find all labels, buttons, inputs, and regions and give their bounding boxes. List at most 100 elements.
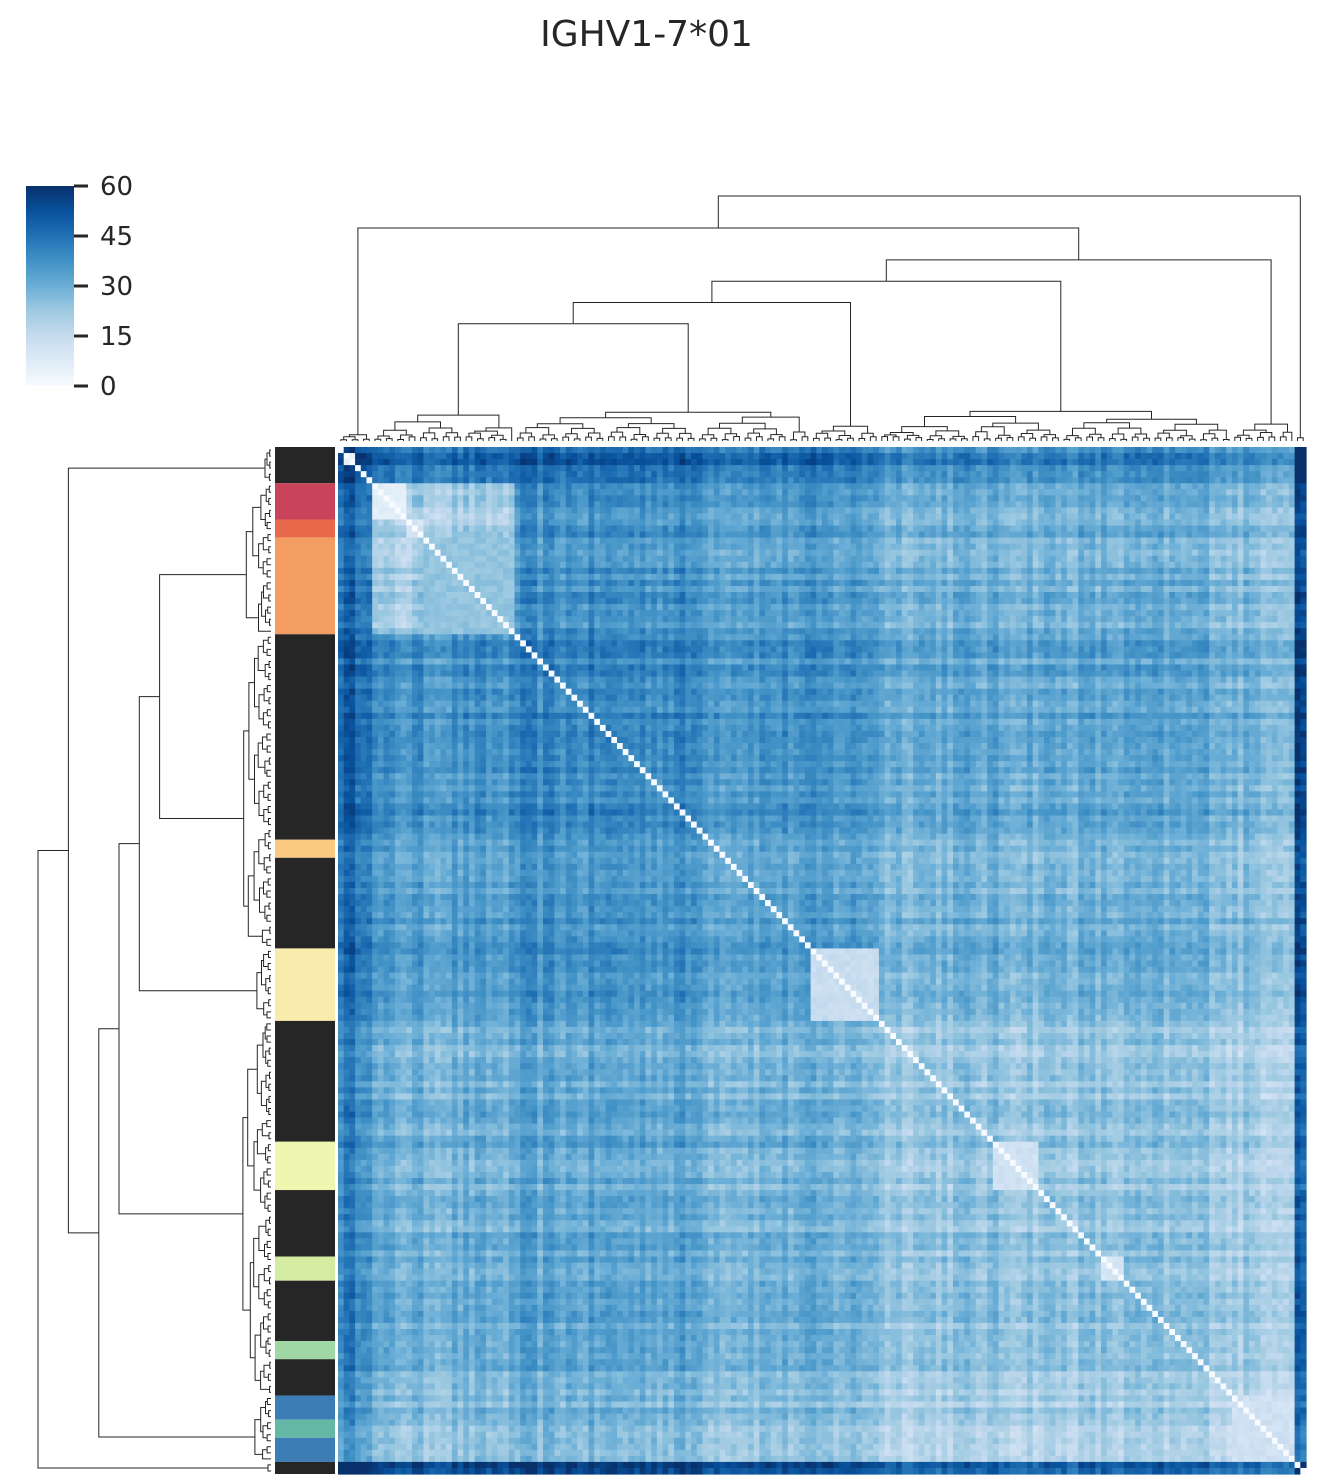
heatmap-cell [697, 586, 703, 593]
heatmap-cell [452, 501, 458, 508]
heatmap-cell [355, 519, 361, 526]
heatmap-cell [497, 538, 503, 545]
heatmap-cell [401, 495, 407, 502]
heatmap-cell [475, 562, 481, 569]
heatmap-cell [1255, 513, 1261, 520]
heatmap-cell [429, 459, 435, 466]
heatmap-cell [560, 586, 566, 593]
heatmap-cell [395, 501, 401, 508]
heatmap-cell [691, 489, 697, 496]
heatmap-cell [788, 604, 794, 611]
heatmap-cell [1266, 586, 1272, 593]
heatmap-cell [1215, 544, 1221, 551]
heatmap-cell [1158, 447, 1164, 454]
heatmap-cell [776, 550, 782, 557]
dendrogram-link [253, 507, 261, 555]
heatmap-cell [492, 519, 498, 526]
row-color-bar [275, 447, 335, 1474]
heatmap-cell [782, 519, 788, 526]
heatmap-cell [1278, 477, 1284, 484]
heatmap-cell [1141, 483, 1147, 490]
dendrogram-link [1144, 438, 1150, 441]
heatmap-cell [776, 507, 782, 514]
heatmap-cell [623, 459, 629, 466]
heatmap-cell [1175, 465, 1181, 472]
heatmap-cell [1272, 532, 1278, 539]
heatmap-cell [805, 604, 811, 611]
heatmap-cell [674, 513, 680, 520]
heatmap-cell [1044, 604, 1050, 611]
heatmap-cell [1226, 568, 1232, 575]
heatmap-cell [349, 501, 355, 508]
heatmap-cell [668, 489, 674, 496]
heatmap-cell [799, 489, 805, 496]
heatmap-cell [1289, 507, 1295, 514]
heatmap-cell [1033, 477, 1039, 484]
dendrogram-link [1178, 438, 1184, 441]
heatmap-cell [1283, 447, 1289, 454]
dendrogram-link [563, 437, 569, 441]
dendrogram-link [270, 1072, 272, 1078]
heatmap-cell [987, 453, 993, 460]
heatmap-cell [372, 550, 378, 557]
heatmap-cell [771, 465, 777, 472]
heatmap-cell [395, 562, 401, 569]
heatmap-cell [1027, 550, 1033, 557]
heatmap-cell [1124, 483, 1130, 490]
heatmap-cell [794, 465, 800, 472]
dendrogram-link [768, 439, 774, 441]
heatmap-cell [406, 598, 412, 605]
heatmap-cell [486, 471, 492, 478]
heatmap-cell [469, 574, 475, 581]
heatmap-cell [1055, 507, 1061, 514]
heatmap-cell [401, 526, 407, 533]
heatmap-cell [919, 489, 925, 496]
heatmap-cell [720, 544, 726, 551]
row-color-group [275, 858, 335, 949]
heatmap-cell [1186, 501, 1192, 508]
heatmap-cell [378, 568, 384, 575]
heatmap-cell [691, 519, 697, 526]
heatmap-cell [435, 604, 441, 611]
heatmap-cell [674, 447, 680, 454]
heatmap-cell [1016, 459, 1022, 466]
heatmap-cell [1175, 489, 1181, 496]
heatmap-cell [463, 501, 469, 508]
heatmap-cell [856, 483, 862, 490]
heatmap-cell [822, 459, 828, 466]
heatmap-cell [492, 604, 498, 611]
heatmap-cell [509, 562, 515, 569]
heatmap-cell [748, 532, 754, 539]
heatmap-cell [873, 586, 879, 593]
heatmap-cell [839, 592, 845, 599]
heatmap-cell [936, 598, 942, 605]
dendrogram-link [269, 1096, 271, 1102]
heatmap-cell [885, 495, 891, 502]
heatmap-cell [1095, 453, 1101, 460]
heatmap-cell [623, 538, 629, 545]
heatmap-cell [1129, 532, 1135, 539]
heatmap-cell [1033, 489, 1039, 496]
heatmap-cell [890, 519, 896, 526]
dendrogram-link [486, 428, 512, 441]
heatmap-cell [1232, 544, 1238, 551]
heatmap-cell [1226, 489, 1232, 496]
heatmap-cell [395, 604, 401, 611]
heatmap-cell [349, 526, 355, 533]
heatmap-cell [1255, 495, 1261, 502]
heatmap-cell [873, 598, 879, 605]
heatmap-cell [429, 495, 435, 502]
heatmap-cell [1181, 586, 1187, 593]
heatmap-cell [1260, 592, 1266, 599]
heatmap-cell [611, 489, 617, 496]
heatmap-cell [674, 550, 680, 557]
heatmap-cell [406, 447, 412, 454]
heatmap-cell [1232, 477, 1238, 484]
heatmap-cell [1078, 453, 1084, 460]
heatmap-cell [674, 489, 680, 496]
heatmap-cell [850, 598, 856, 605]
heatmap-cell [1158, 471, 1164, 478]
heatmap-cell [1278, 459, 1284, 466]
heatmap-cell [1078, 544, 1084, 551]
heatmap-cell [1283, 453, 1289, 460]
